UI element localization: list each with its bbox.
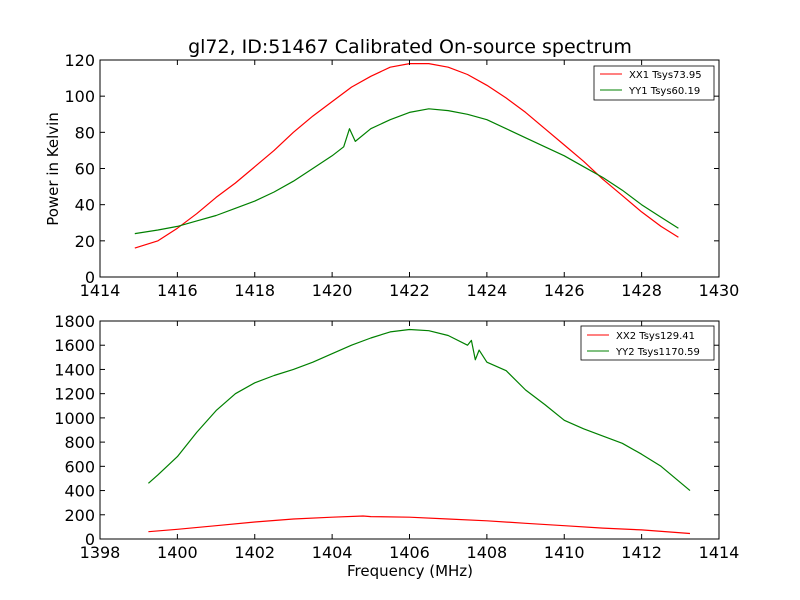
bottom-legend-label-yy2: YY2 Tsys1170.59 <box>615 347 700 358</box>
top-chart-legend: XX1 Tsys73.95 YY1 Tsys60.19 <box>593 65 715 101</box>
top-xtick-label: 1414 <box>80 281 121 300</box>
top-legend-label-yy1: YY1 Tsys60.19 <box>628 86 700 97</box>
top-chart-frame <box>99 59 720 278</box>
top-xtick-label: 1418 <box>234 281 275 300</box>
bottom-series-line-1 <box>148 328 691 492</box>
bottom-ytick-label: 400 <box>64 482 95 501</box>
top-ytick-label: 80 <box>75 123 95 142</box>
top-chart: gl72, ID:51467 Calibrated On-source spec… <box>44 36 739 300</box>
top-ytick-label: 20 <box>75 232 95 251</box>
bottom-ytick-label: 1800 <box>54 312 95 331</box>
bottom-ytick-label: 1000 <box>54 409 95 428</box>
top-xtick-label: 1424 <box>467 281 508 300</box>
bottom-chart: Frequency (MHz) 1398 1400 1402 1404 1406 1408… <box>54 312 739 580</box>
bottom-chart-lines <box>148 328 691 535</box>
bottom-xtick-label: 1404 <box>312 543 353 562</box>
top-ytick-label: 40 <box>75 196 95 215</box>
bottom-ytick-label: 200 <box>64 506 95 525</box>
bottom-xtick-label: 1412 <box>621 543 662 562</box>
bottom-xtick-label: 1400 <box>157 543 198 562</box>
bottom-ytick-label: 800 <box>64 433 95 452</box>
top-series-line-1 <box>134 108 679 235</box>
bottom-chart-xlabel: Frequency (MHz) <box>347 562 473 580</box>
bottom-ytick-label: 1600 <box>54 336 95 355</box>
top-ytick-label: 60 <box>75 160 95 179</box>
top-chart-ylabel: Power in Kelvin <box>44 112 62 226</box>
top-ytick-label: 100 <box>64 87 95 106</box>
bottom-ytick-label: 1400 <box>54 360 95 379</box>
bottom-xtick-label: 1414 <box>699 543 740 562</box>
bottom-chart-ticks: 1398 1400 1402 1404 1406 1408 1410 1412 1414 0 200… <box>54 312 739 562</box>
bottom-ytick-label: 600 <box>64 457 95 476</box>
bottom-xtick-label: 1410 <box>544 543 585 562</box>
top-legend-box <box>593 65 715 101</box>
bottom-chart-legend: XX2 Tsys129.41 YY2 Tsys1170.59 <box>580 325 715 361</box>
bottom-xtick-label: 1408 <box>467 543 508 562</box>
top-xtick-label: 1422 <box>389 281 430 300</box>
top-ytick-label: 120 <box>64 51 95 70</box>
bottom-legend-label-xx2: XX2 Tsys129.41 <box>616 331 695 342</box>
bottom-xtick-label: 1402 <box>234 543 275 562</box>
bottom-xtick-label: 1406 <box>389 543 430 562</box>
top-xtick-label: 1430 <box>699 281 740 300</box>
bottom-chart-frame <box>99 320 720 540</box>
top-xtick-label: 1416 <box>157 281 198 300</box>
bottom-xtick-label: 1398 <box>80 543 121 562</box>
bottom-legend-box <box>580 325 715 361</box>
bottom-series-line-0 <box>148 515 691 535</box>
bottom-ytick-label: 0 <box>85 530 95 549</box>
top-chart-title: gl72, ID:51467 Calibrated On-source spec… <box>188 36 632 58</box>
bottom-ytick-label: 1200 <box>54 385 95 404</box>
top-legend-label-xx1: XX1 Tsys73.95 <box>629 70 702 81</box>
top-ytick-label: 0 <box>85 268 95 287</box>
top-xtick-label: 1428 <box>621 281 662 300</box>
top-xtick-label: 1420 <box>312 281 353 300</box>
top-chart-ticks: 1414 1416 1418 1420 1422 1424 1426 1428 1430 0 20 4… <box>64 51 739 300</box>
top-xtick-label: 1426 <box>544 281 585 300</box>
